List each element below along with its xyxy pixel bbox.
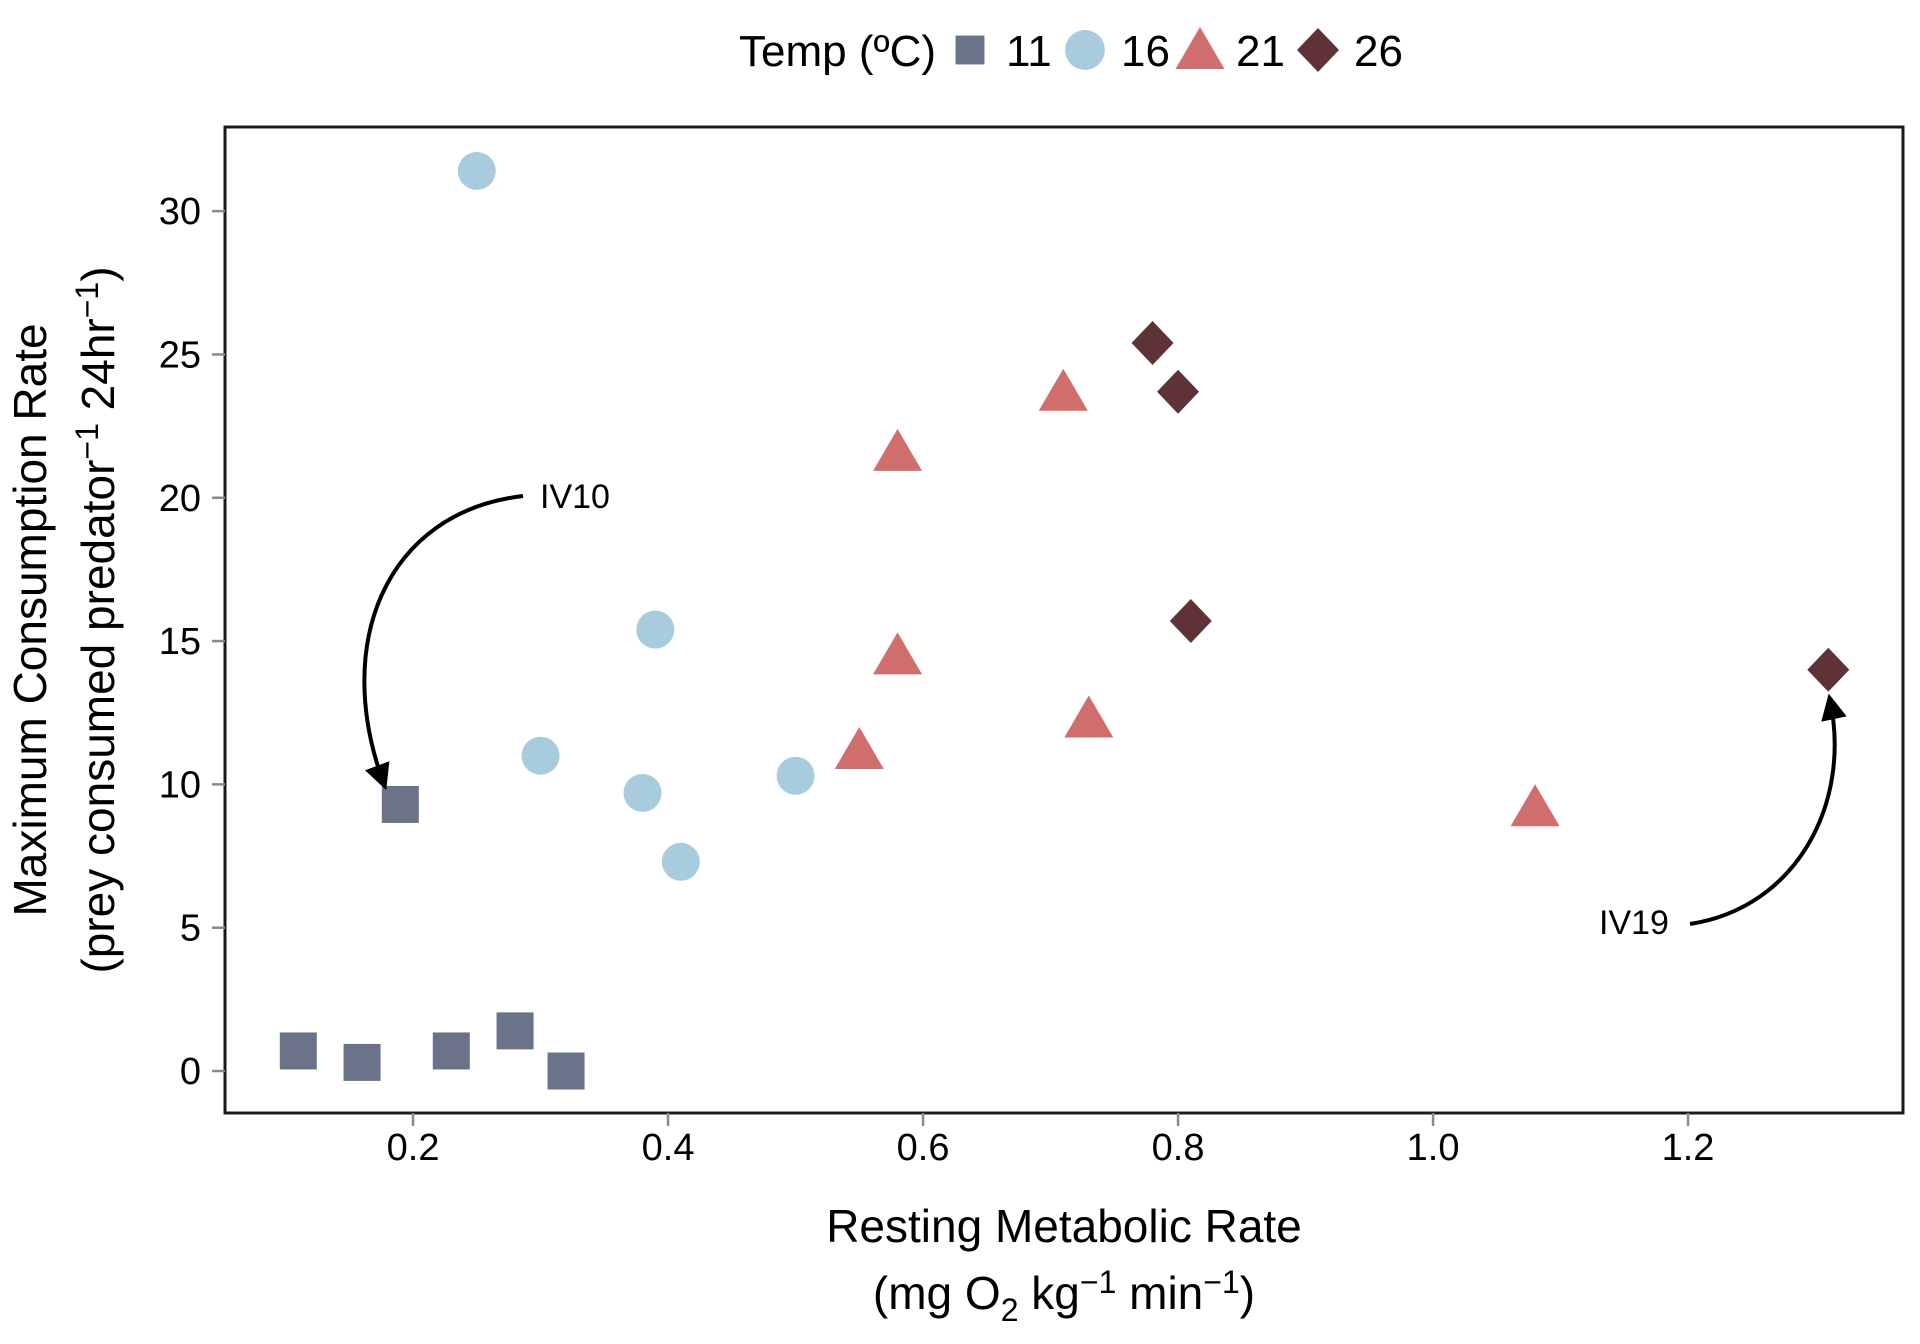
legend-marker-square-icon	[955, 35, 985, 65]
x-tick-label: 0.8	[1152, 1127, 1205, 1169]
data-point-16	[457, 151, 496, 190]
legend-label: 16	[1121, 27, 1170, 76]
data-point-11	[432, 1032, 470, 1070]
data-point-16	[521, 736, 560, 775]
y-tick-label: 0	[180, 1051, 201, 1093]
data-points	[279, 151, 1850, 1090]
data-point-11	[343, 1043, 381, 1081]
legend-marker-diamond-icon	[1297, 28, 1339, 72]
data-point-11	[279, 1032, 317, 1070]
data-point-16	[623, 773, 662, 812]
data-point-16	[661, 842, 700, 881]
x-tick-label: 0.2	[387, 1127, 440, 1169]
y-axis-units: (prey consumed predator−1 24hr−1)	[69, 266, 124, 973]
data-point-21	[834, 726, 884, 769]
y-axis-title: Maximum Consumption Rate	[4, 323, 56, 916]
y-tick-label: 10	[159, 764, 201, 806]
annotation-arrow	[362, 494, 524, 791]
data-point-26	[1131, 320, 1174, 365]
data-point-11	[496, 1012, 534, 1050]
legend-items: 11 16 21 26	[955, 27, 1403, 76]
x-axis: 0.2 0.4 0.6 0.8 1.0 1.2	[387, 1113, 1715, 1169]
annotation-label: IV19	[1599, 904, 1669, 942]
data-point-21	[1064, 695, 1114, 738]
data-point-26	[1169, 599, 1212, 644]
legend-label: 11	[1006, 27, 1052, 76]
y-tick-label: 5	[180, 908, 201, 950]
legend-title: Temp (ºC)	[739, 27, 936, 76]
legend-marker-triangle-icon	[1175, 27, 1225, 69]
x-tick-label: 1.2	[1662, 1127, 1715, 1169]
data-point-21	[873, 428, 923, 471]
data-point-11	[381, 785, 419, 823]
y-tick-label: 30	[159, 191, 201, 233]
y-tick-label: 20	[159, 478, 201, 520]
x-tick-label: 0.4	[642, 1127, 695, 1169]
data-point-11	[547, 1052, 585, 1090]
data-point-26	[1157, 369, 1200, 414]
annotations: IV10 IV19	[362, 478, 1847, 942]
y-tick-label: 25	[159, 334, 201, 376]
data-point-26	[1807, 647, 1850, 692]
x-axis-title: Resting Metabolic Rate	[826, 1200, 1302, 1252]
legend-label: 26	[1354, 27, 1403, 76]
plot-panel-border	[223, 125, 1905, 1115]
y-tick-label: 15	[159, 621, 201, 663]
data-point-16	[636, 610, 675, 649]
legend-marker-circle-icon	[1065, 30, 1105, 70]
data-point-21	[873, 632, 923, 675]
legend-label: 21	[1236, 27, 1285, 76]
data-point-21	[1510, 784, 1560, 827]
x-tick-label: 1.0	[1407, 1127, 1460, 1169]
x-axis-units: (mg O2 kg−1 min−1)	[873, 1264, 1255, 1328]
data-point-21	[1038, 368, 1088, 411]
annotation-label: IV10	[540, 478, 610, 516]
y-axis: 0 5 10 15 20 25 30	[159, 191, 225, 1093]
data-point-16	[776, 756, 815, 795]
annotation-arrow	[1689, 693, 1847, 926]
x-tick-label: 0.6	[897, 1127, 950, 1169]
legend: Temp (ºC) 11 16 21 26	[739, 27, 1403, 76]
